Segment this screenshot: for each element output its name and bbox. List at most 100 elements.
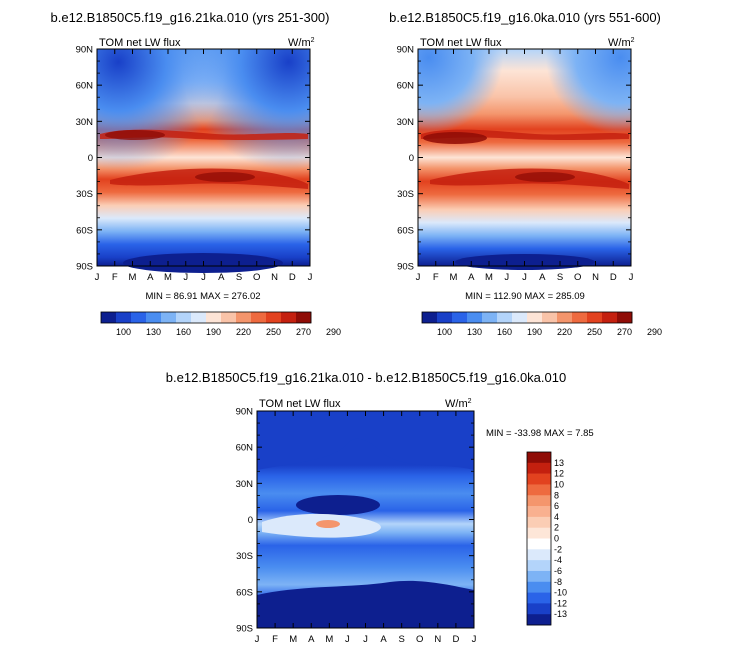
panel-1-units: W/m2 [288,37,315,49]
panel-2-nh-core [423,132,487,144]
y-tick-label: 60S [76,225,93,236]
colorbar-label: 100 [437,327,452,337]
x-tick-label: J [201,272,206,283]
y-tick-label: 90S [76,262,93,273]
y-tick-label: 0 [409,153,414,164]
colorbar-swatch [527,473,551,485]
panel-2-sh-core [515,172,575,182]
x-tick-label: J [308,272,313,283]
x-tick-label: S [557,272,563,283]
colorbar-label: -4 [554,555,562,565]
panel-2-nh-low-right [418,49,631,266]
x-tick-label: J [504,272,509,283]
colorbar-frame [421,311,633,324]
panel-2-variable: TOM net LW flux [420,37,502,49]
x-tick-label: A [308,634,315,645]
x-tick-label: O [253,272,260,283]
y-tick-label: 60N [76,81,94,92]
colorbar-swatch [206,312,222,323]
colorbar-swatch [527,603,551,615]
x-tick-label: F [272,634,278,645]
colorbar-label: 10 [554,479,564,489]
colorbar-swatch [527,581,551,593]
colorbar-swatch [146,312,162,323]
colorbar-label: 190 [206,327,221,337]
x-tick-label: J [255,634,260,645]
colorbar-label: 160 [497,327,512,337]
y-tick-label: 90N [76,45,94,56]
colorbar-swatch [527,312,543,323]
colorbar-label: -2 [554,544,562,554]
colorbar-label: 250 [587,327,602,337]
colorbar-swatch [176,312,192,323]
panel-21ka: b.e12.B1850C5.f19_g16.21ka.010 (yrs 251-… [51,10,342,337]
colorbar-swatch [602,312,618,323]
y-tick-label: 60N [236,443,254,454]
panel-3-variable: TOM net LW flux [259,398,341,410]
colorbar-label: 270 [617,327,632,337]
colorbar-swatch [131,312,147,323]
panel-3-title: b.e12.B1850C5.f19_g16.21ka.010 - b.e12.B… [166,370,566,385]
colorbar-swatch [527,549,551,561]
panel-3-sh-min [257,580,474,628]
colorbar-swatch [527,484,551,496]
y-tick-label: 30S [236,551,253,562]
colorbar-label: 220 [557,327,572,337]
y-tick-label: 30S [76,189,93,200]
colorbar-label: 290 [326,327,341,337]
y-tick-label: 90S [236,624,253,635]
colorbar-label: 130 [146,327,161,337]
x-tick-label: J [183,272,188,283]
x-tick-label: J [472,634,477,645]
colorbar-frame [526,451,552,626]
x-tick-label: N [271,272,278,283]
y-tick-label: 90N [236,407,254,418]
colorbar-label: 190 [527,327,542,337]
colorbar-label: 290 [647,327,662,337]
colorbar-swatch [512,312,528,323]
x-tick-label: M [289,634,297,645]
panel-2-colorbar: 100 130 160 190 220 250 270 290 [421,311,662,337]
x-tick-label: D [610,272,617,283]
x-tick-label: F [433,272,439,283]
panel-1-variable: TOM net LW flux [99,37,181,49]
x-tick-label: O [574,272,581,283]
panel-0ka: b.e12.B1850C5.f19_g16.0ka.010 (yrs 551-6… [389,10,662,337]
x-tick-label: M [450,272,458,283]
colorbar-label: -10 [554,588,567,598]
panel-3-nh-deep [257,411,474,470]
colorbar-frame [100,311,312,324]
x-tick-label: D [289,272,296,283]
y-tick-label: 90N [397,45,415,56]
colorbar-swatch [527,506,551,518]
colorbar-label: 13 [554,458,564,468]
x-tick-label: M [325,634,333,645]
panel-2-nh-max [421,129,629,140]
panel-3-stats: MIN = -33.98 MAX = 7.85 [486,428,594,439]
colorbar-swatch [422,312,438,323]
y-tick-label: 60N [397,81,415,92]
panel-1-title: b.e12.B1850C5.f19_g16.21ka.010 (yrs 251-… [51,10,330,25]
x-tick-label: J [522,272,527,283]
x-tick-label: A [539,272,546,283]
colorbar-swatch [281,312,297,323]
colorbar-swatch [527,614,551,626]
colorbar-label: -12 [554,598,567,608]
panel-difference: b.e12.B1850C5.f19_g16.21ka.010 - b.e12.B… [166,370,594,645]
x-tick-label: M [129,272,137,283]
colorbar-swatch [527,570,551,583]
colorbar-swatch [467,312,483,323]
colorbar-swatch [557,312,573,323]
y-tick-label: 30N [236,479,254,490]
panel-2-stats: MIN = 112.90 MAX = 285.09 [465,291,585,302]
colorbar-label: -13 [554,609,567,619]
panel-3-max [316,520,340,528]
y-tick-label: 90S [397,262,414,273]
colorbar-swatch [452,312,468,323]
colorbar-label: 270 [296,327,311,337]
panel-3-nh-min [296,495,380,515]
